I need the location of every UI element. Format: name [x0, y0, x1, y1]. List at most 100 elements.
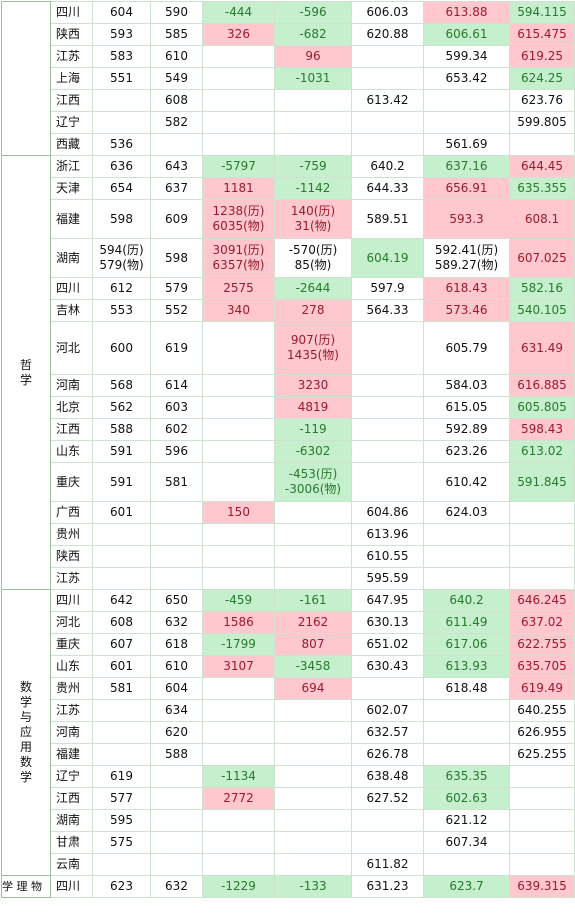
score-f-cell: 592.41(历) 589.27(物) — [423, 238, 510, 278]
score-e-cell: 606.03 — [351, 1, 424, 24]
rank-change-d-cell: -6302 — [274, 440, 352, 463]
score-g-cell: 640.255 — [509, 699, 575, 722]
rank-change-c-cell — [202, 743, 275, 766]
score-b-cell — [150, 787, 203, 810]
score-g-cell: 582.16 — [509, 277, 575, 300]
table-row: 西藏 536 561.69 — [2, 133, 575, 156]
score-f-cell: 640.2 — [423, 589, 510, 612]
rank-change-c-cell — [202, 523, 275, 546]
rank-change-d-cell: 694 — [274, 677, 352, 700]
score-a-cell: 581 — [92, 677, 151, 700]
score-b-cell: 579 — [150, 277, 203, 300]
score-b-cell: 602 — [150, 418, 203, 441]
score-a-cell — [92, 721, 151, 744]
rank-change-c-cell — [202, 699, 275, 722]
score-g-cell: 623.76 — [509, 89, 575, 112]
rank-change-d-cell — [274, 699, 352, 722]
score-f-cell: 611.49 — [423, 611, 510, 634]
rank-change-d-cell: -570(历) 85(物) — [274, 238, 352, 278]
province-cell: 福建 — [50, 743, 93, 766]
score-a-cell: 607 — [92, 633, 151, 656]
score-b-cell: 609 — [150, 199, 203, 239]
score-f-cell: 599.34 — [423, 45, 510, 68]
rank-change-d-cell: -682 — [274, 23, 352, 46]
score-f-cell: 635.35 — [423, 765, 510, 788]
province-cell: 广西 — [50, 501, 93, 524]
score-b-cell: 549 — [150, 67, 203, 90]
rank-change-c-cell: 3107 — [202, 655, 275, 678]
table-row: 辽宁 582 599.805 — [2, 111, 575, 134]
table-row: 河北 600 619 907(历) 1435(物) 605.79 631.49 — [2, 321, 575, 375]
score-e-cell: 630.13 — [351, 611, 424, 634]
score-g-cell: 540.105 — [509, 299, 575, 322]
table-row: 北京 562 603 4819 615.05 605.805 — [2, 396, 575, 419]
score-g-cell — [509, 853, 575, 876]
score-g-cell: 615.475 — [509, 23, 575, 46]
rank-change-d-cell — [274, 831, 352, 854]
table-row: 哲学 浙江 636 643 -5797 -759 640.2 637.16 644.45 — [1, 155, 575, 590]
score-f-cell: 653.42 — [423, 67, 510, 90]
score-f-cell: 592.89 — [423, 418, 510, 441]
score-e-cell: 644.33 — [351, 177, 424, 200]
score-f-cell: 618.48 — [423, 677, 510, 700]
rank-change-d-cell: -596 — [274, 1, 352, 24]
rank-change-d-cell: 96 — [274, 45, 352, 68]
score-b-cell: 598 — [150, 238, 203, 278]
score-a-cell: 595 — [92, 809, 151, 832]
score-a-cell — [92, 523, 151, 546]
province-cell: 重庆 — [50, 633, 93, 656]
score-g-cell: 625.255 — [509, 743, 575, 766]
rank-change-d-cell: -1031 — [274, 67, 352, 90]
score-e-cell — [351, 67, 424, 90]
score-f-cell: 615.05 — [423, 396, 510, 419]
rank-change-d-cell — [274, 523, 352, 546]
rank-change-c-cell — [202, 396, 275, 419]
rank-change-c-cell — [202, 721, 275, 744]
score-b-cell: 650 — [150, 589, 203, 612]
score-e-cell: 613.42 — [351, 89, 424, 112]
score-a-cell: 601 — [92, 655, 151, 678]
province-cell: 云南 — [50, 853, 93, 876]
rank-change-c-cell — [202, 133, 275, 156]
score-b-cell — [150, 765, 203, 788]
rank-change-c-cell: -5797 — [202, 155, 275, 178]
rank-change-c-cell — [202, 418, 275, 441]
score-e-cell: 564.33 — [351, 299, 424, 322]
score-e-cell: 611.82 — [351, 853, 424, 876]
score-f-cell: 613.93 — [423, 655, 510, 678]
score-f-cell: 607.34 — [423, 831, 510, 854]
score-e-cell — [351, 45, 424, 68]
score-g-cell: 608.1 — [509, 199, 575, 239]
score-b-cell: 637 — [150, 177, 203, 200]
score-f-cell: 623.26 — [423, 440, 510, 463]
rank-change-c-cell — [202, 45, 275, 68]
score-f-cell — [423, 567, 510, 590]
score-a-cell: 608 — [92, 611, 151, 634]
rank-change-c-cell: 326 — [202, 23, 275, 46]
rank-change-c-cell: 1181 — [202, 177, 275, 200]
province-cell: 四川 — [50, 1, 93, 24]
rank-change-d-cell: -161 — [274, 589, 352, 612]
score-g-cell: 599.805 — [509, 111, 575, 134]
province-cell: 湖南 — [50, 238, 93, 278]
rank-change-c-cell: -1229 — [202, 875, 275, 898]
score-e-cell — [351, 462, 424, 502]
rank-change-d-cell: 140(历) 31(物) — [274, 199, 352, 239]
rank-change-d-cell: -119 — [274, 418, 352, 441]
province-cell: 天津 — [50, 177, 93, 200]
score-a-cell: 654 — [92, 177, 151, 200]
score-a-cell: 601 — [92, 501, 151, 524]
score-e-cell: 632.57 — [351, 721, 424, 744]
score-b-cell — [150, 567, 203, 590]
score-f-cell: 656.91 — [423, 177, 510, 200]
province-cell: 吉林 — [50, 299, 93, 322]
table-row: 江西 588 602 -119 592.89 598.43 — [2, 418, 575, 441]
score-f-cell: 621.12 — [423, 809, 510, 832]
rank-change-c-cell: 1586 — [202, 611, 275, 634]
score-b-cell: 620 — [150, 721, 203, 744]
score-g-cell: 624.25 — [509, 67, 575, 90]
rank-change-c-cell — [202, 374, 275, 397]
score-e-cell: 626.78 — [351, 743, 424, 766]
score-table: 四川 604 590 -444 -596 606.03 613.88 594.115 陕西 593… — [1, 1, 575, 898]
rank-change-d-cell — [274, 721, 352, 744]
